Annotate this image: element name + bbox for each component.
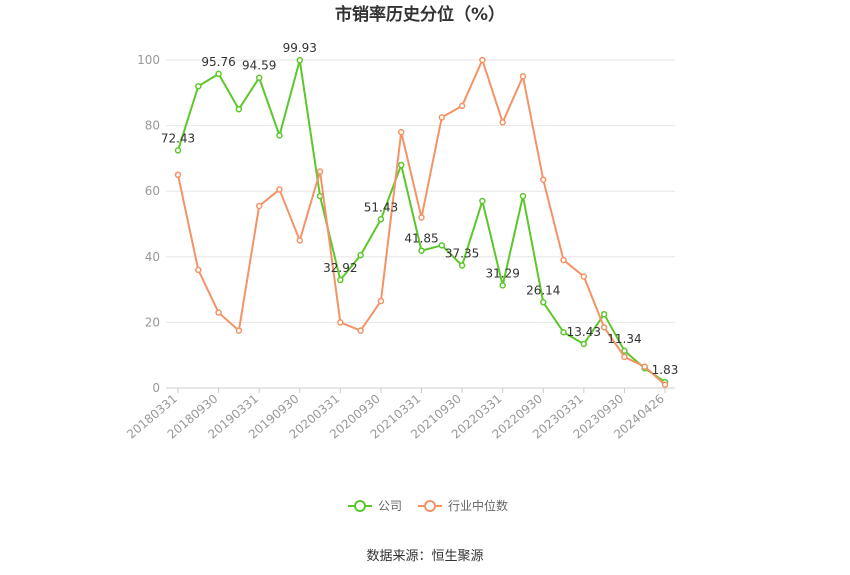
series-0-point-0 xyxy=(174,147,182,154)
series-1-point-3 xyxy=(235,327,243,334)
series-0-point-5 xyxy=(276,132,283,139)
y-tick-label-40: 40 xyxy=(145,250,160,264)
series-0-point-3 xyxy=(235,105,243,113)
y-tick-label-20: 20 xyxy=(145,315,160,329)
y-tick-label-0: 0 xyxy=(152,381,160,395)
series-0-point-18 xyxy=(540,299,547,306)
series-layer xyxy=(174,56,669,388)
series-0-point-17 xyxy=(519,192,527,200)
data-label-20: 13.43 xyxy=(567,325,601,339)
data-label-4: 94.59 xyxy=(242,59,276,73)
series-0-point-22 xyxy=(621,347,628,355)
data-label-16: 31.29 xyxy=(485,266,519,280)
data-label-10: 51.43 xyxy=(364,200,398,214)
y-tick-label-80: 80 xyxy=(145,119,160,133)
data-label-22: 11.34 xyxy=(607,332,641,346)
series-1-point-13 xyxy=(438,114,446,121)
series-1-point-21 xyxy=(600,324,608,331)
series-1-point-17 xyxy=(519,73,527,80)
data-label-24: 1.83 xyxy=(652,363,679,377)
series-0-point-4 xyxy=(255,74,263,81)
series-1-point-6 xyxy=(296,237,303,244)
data-label-0: 72.43 xyxy=(161,131,195,145)
series-0-point-2 xyxy=(215,70,222,78)
legend-label-0: 公司 xyxy=(378,499,402,513)
series-0-point-12 xyxy=(418,247,425,254)
series-0-point-10 xyxy=(377,216,385,223)
series-0-point-15 xyxy=(479,197,486,205)
y-tick-label-100: 100 xyxy=(137,53,160,67)
data-label-18: 26.14 xyxy=(526,283,560,297)
series-1-point-12 xyxy=(418,214,425,221)
series-1-point-0 xyxy=(174,171,182,179)
series-1-point-14 xyxy=(458,102,466,110)
series-1-point-5 xyxy=(276,186,283,193)
series-1-point-22 xyxy=(621,353,628,361)
series-0-point-16 xyxy=(499,282,506,289)
chart-title: 市销率历史分位（%） xyxy=(335,4,505,25)
series-1-point-1 xyxy=(195,266,202,274)
y-tick-label-60: 60 xyxy=(145,184,160,198)
series-1-point-10 xyxy=(377,297,385,305)
legend-label-1: 行业中位数 xyxy=(448,498,508,513)
legend-marker-0 xyxy=(354,500,366,512)
series-0-point-20 xyxy=(580,340,588,348)
data-label-14: 37.35 xyxy=(445,246,479,260)
series-1-point-24 xyxy=(661,381,669,388)
series-1-point-18 xyxy=(540,176,547,183)
series-1-point-23 xyxy=(641,363,648,370)
grid-layer xyxy=(166,59,675,323)
data-label-2: 95.76 xyxy=(201,55,235,69)
data-label-6: 99.93 xyxy=(283,41,317,55)
series-1-point-19 xyxy=(560,256,567,264)
axis-layer: 0204060801002018033120180930201903312019… xyxy=(124,53,675,442)
series-1-point-11 xyxy=(397,128,405,136)
series-1-point-4 xyxy=(255,202,263,210)
series-0-point-7 xyxy=(316,192,324,200)
series-1-point-8 xyxy=(337,319,344,326)
series-1-point-9 xyxy=(357,327,364,334)
series-0 xyxy=(174,56,669,386)
series-1 xyxy=(174,56,669,388)
series-0-point-8 xyxy=(337,276,344,284)
series-0-point-19 xyxy=(560,328,567,336)
series-1-point-7 xyxy=(316,168,324,175)
series-0-point-1 xyxy=(195,82,202,90)
legend-marker-1 xyxy=(424,500,436,512)
series-0-point-14 xyxy=(458,262,466,269)
legend: 公司 行业中位数 xyxy=(348,498,508,513)
series-0-point-9 xyxy=(357,251,364,259)
series-1-point-16 xyxy=(499,119,506,126)
series-0-point-6 xyxy=(296,56,303,64)
data-label-layer: 72.43 95.76 94.59 99.93 32.92 51.43 41.85 37.35… xyxy=(161,41,679,377)
data-source: 数据来源：恒生聚源 xyxy=(366,549,483,564)
data-label-8: 32.92 xyxy=(323,261,357,275)
series-0-point-21 xyxy=(600,310,608,318)
series-0-point-11 xyxy=(397,161,405,169)
series-1-point-20 xyxy=(580,273,588,280)
series-1-point-15 xyxy=(479,56,486,64)
data-label-12: 41.85 xyxy=(404,232,438,246)
series-0-point-13 xyxy=(438,242,446,249)
series-1-point-2 xyxy=(215,309,222,316)
